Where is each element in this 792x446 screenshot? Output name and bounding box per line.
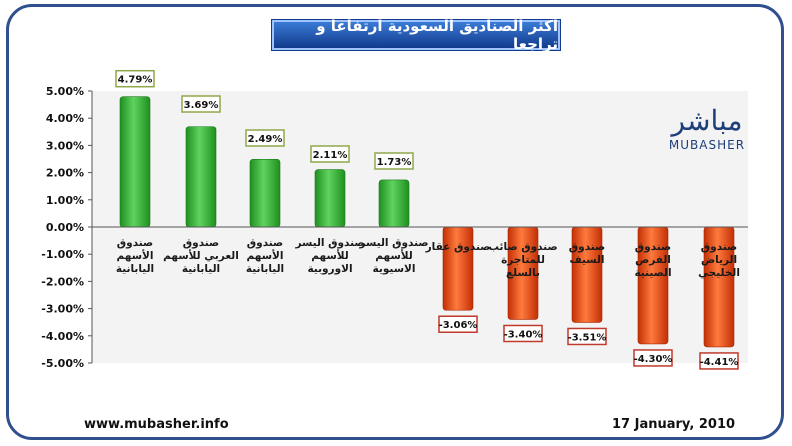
category-label-line: صندوق اليسر: [358, 237, 428, 249]
y-tick-label: -3.00%: [41, 303, 84, 316]
y-tick-label: 2.00%: [46, 167, 84, 180]
value-labels: 4.79% 3.69% 2.49% 2.11% 1.73% -3.06% -3.40% -3.…: [115, 69, 739, 370]
footer-url[interactable]: www.mubasher.info: [84, 417, 229, 432]
value-label-box: [310, 145, 350, 163]
category-label: صندوق العربي للأسهم اليابانية: [163, 237, 239, 275]
value-label: -4.30%: [634, 354, 673, 365]
value-label-box: [245, 129, 285, 147]
category-label-line: الرياض: [701, 254, 737, 266]
bar: [249, 158, 281, 228]
footer-date: 17 January, 2010: [612, 417, 736, 432]
category-label-line: الأسهم: [247, 249, 284, 262]
category-label: صندوق عقار: [425, 241, 491, 253]
category-label-line: بالسلع: [506, 267, 540, 279]
value-label: -3.51%: [568, 332, 607, 343]
category-label-line: الأسهم: [117, 249, 154, 262]
bar: [119, 96, 151, 228]
category-label: صندوق الفرص الصينية: [634, 241, 671, 279]
category-label-line: صندوق صائب: [488, 241, 557, 253]
logo-arabic: مباشر: [671, 104, 743, 137]
category-label-line: صندوق اليسر: [294, 237, 364, 249]
y-tick-label: 0.00%: [46, 221, 84, 234]
category-label: صندوق السيف: [569, 241, 605, 266]
value-label-box: [699, 352, 739, 370]
category-label-line: صندوق: [635, 241, 671, 253]
value-label-box: [374, 152, 414, 170]
category-label-line: صندوق: [183, 237, 219, 249]
value-label: -3.06%: [439, 320, 478, 331]
y-tick-label: -4.00%: [41, 330, 84, 343]
logo-english: MUBASHER: [668, 138, 746, 152]
value-label-box: [181, 95, 221, 113]
value-label: 2.49%: [248, 134, 283, 145]
y-axis: 5.00% 4.00% 3.00% 2.00% 1.00% 0.00% -1.00% -2.0…: [41, 85, 92, 370]
value-label-box: [567, 327, 607, 346]
category-label-line: اليابانية: [246, 263, 284, 275]
y-tick-label: 1.00%: [46, 194, 84, 207]
y-tick-label: -5.00%: [41, 357, 84, 370]
bar: [442, 226, 474, 311]
category-label-line: للمتاجرة: [501, 254, 545, 266]
bar: [378, 179, 410, 228]
value-label: -3.40%: [504, 329, 543, 340]
category-label-line: الاسيوية: [373, 263, 416, 275]
value-label: -4.41%: [700, 357, 739, 368]
bars-group: [119, 96, 735, 348]
category-label-line: صندوق عقار: [425, 241, 491, 253]
category-label-line: الخليجي: [698, 267, 740, 279]
y-tick-label: 5.00%: [46, 85, 84, 98]
y-tick-label: -1.00%: [41, 248, 84, 261]
y-tick-label: 4.00%: [46, 112, 84, 125]
bar: [185, 126, 217, 228]
category-label: صندوق الأسهم اليابانية: [116, 237, 154, 275]
value-label: 3.69%: [184, 100, 219, 111]
category-label-line: الفرص: [635, 254, 671, 266]
category-label-line: العربي للأسهم: [163, 249, 239, 262]
value-label-box: [115, 69, 155, 88]
category-label: صندوق الرياض الخليجي: [698, 241, 740, 279]
category-label-line: للأسهم: [311, 249, 348, 262]
value-label-box: [633, 349, 673, 367]
y-tick-label: 3.00%: [46, 139, 84, 152]
bar: [314, 169, 346, 228]
mubasher-logo: مباشر MUBASHER: [662, 104, 752, 168]
value-label: 2.11%: [313, 150, 348, 161]
category-label-line: للأسهم: [375, 249, 412, 262]
category-label-line: صندوق: [117, 237, 153, 249]
category-label-line: صندوق: [247, 237, 283, 249]
value-label: 1.73%: [377, 157, 412, 168]
category-label: صندوق الأسهم اليابانية: [246, 237, 284, 275]
category-label: صندوق اليسر للأسهم الاوروبية: [294, 237, 364, 275]
category-label-line: صندوق: [569, 241, 605, 253]
value-label-box: [503, 324, 543, 343]
value-label-box: [438, 315, 478, 333]
chart-title: اكثر الصناديق السعودية ارتفاعا و تراجعا: [272, 17, 560, 53]
category-label: صندوق صائب للمتاجرة بالسلع: [488, 241, 557, 279]
category-label-line: السيف: [569, 254, 604, 266]
category-label-line: الاوروبية: [307, 263, 352, 275]
category-label: صندوق اليسر للأسهم الاسيوية: [358, 237, 428, 275]
category-label-line: اليابانية: [182, 263, 220, 275]
category-label-line: اليابانية: [116, 263, 154, 275]
value-label: 4.79%: [118, 75, 153, 86]
y-tick-label: -2.00%: [41, 275, 84, 288]
category-label-line: الصينية: [634, 267, 671, 279]
category-label-line: صندوق: [701, 241, 737, 253]
